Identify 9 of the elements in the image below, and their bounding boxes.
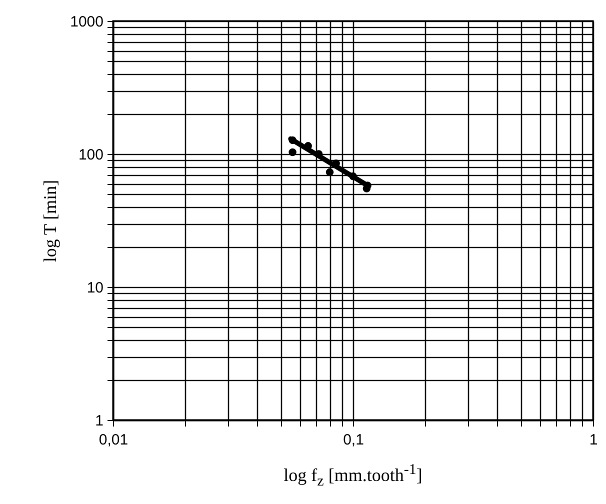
x-tick-label: 1 (589, 432, 598, 448)
y-tick-label: 10 (86, 280, 104, 296)
y-axis-title: log T [min] (40, 180, 60, 262)
y-tick-label: 1 (95, 412, 104, 430)
y-tick-label: 100 (78, 146, 104, 164)
x-tick-label: 0,1 (343, 432, 364, 448)
x-axis-title: log f$_{z}$ [mm.tooth$^{-1}$] (282, 462, 424, 491)
y-tick-label: 1000 (70, 14, 104, 30)
x-tick-label: 0,01 (98, 432, 128, 448)
